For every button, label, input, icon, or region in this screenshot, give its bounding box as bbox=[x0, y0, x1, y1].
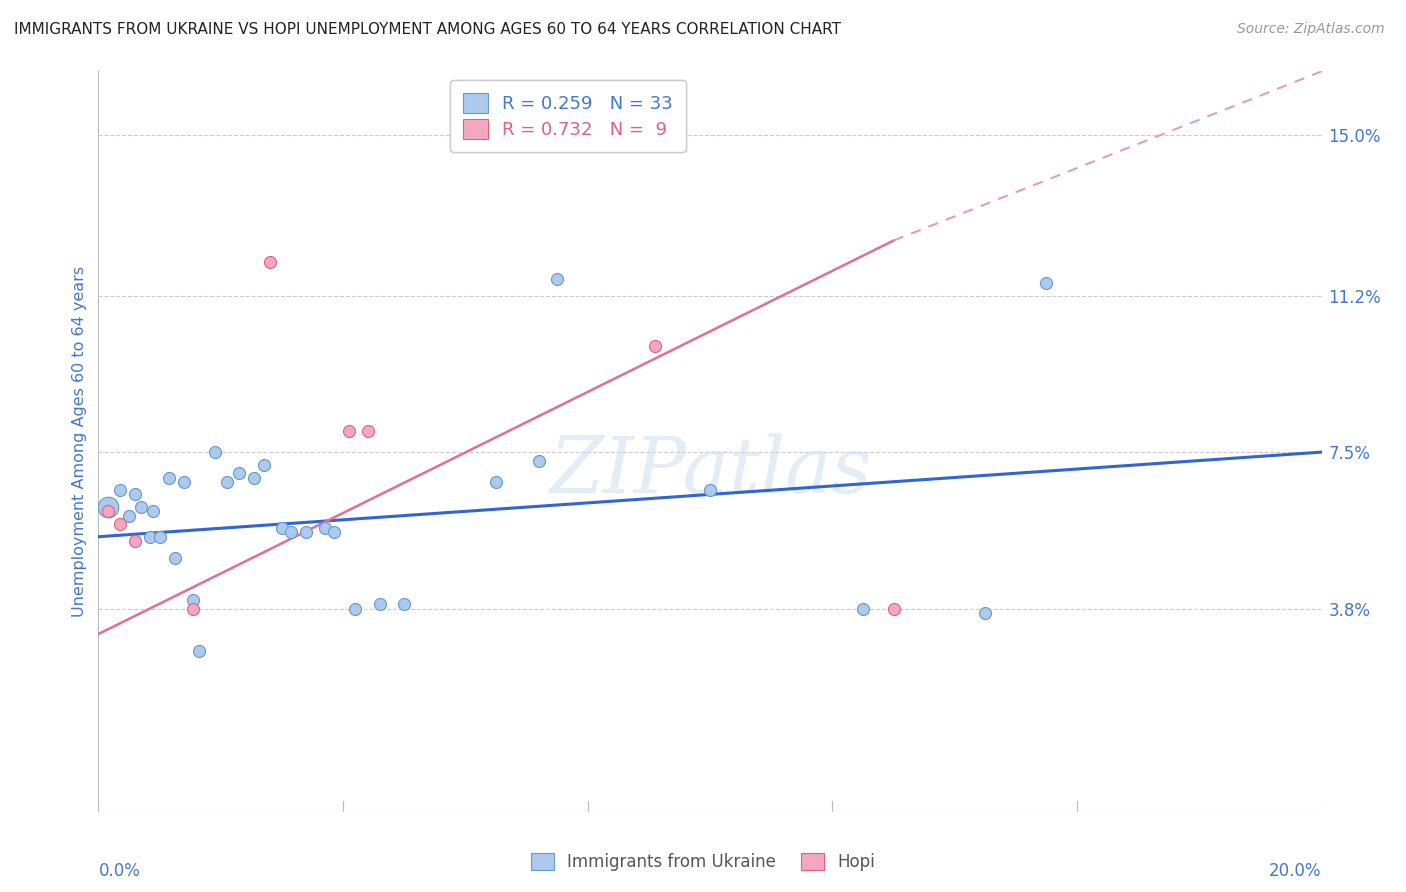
Legend: Immigrants from Ukraine, Hopi: Immigrants from Ukraine, Hopi bbox=[522, 845, 884, 880]
Point bbox=[644, 339, 666, 353]
Y-axis label: Unemployment Among Ages 60 to 64 years: Unemployment Among Ages 60 to 64 years bbox=[72, 266, 87, 617]
Point bbox=[139, 530, 162, 544]
Point bbox=[356, 424, 378, 438]
Point bbox=[295, 525, 318, 540]
Point bbox=[181, 593, 204, 607]
Point bbox=[314, 521, 336, 535]
Point bbox=[149, 530, 172, 544]
Point bbox=[252, 458, 274, 472]
Point bbox=[97, 500, 120, 515]
Point bbox=[108, 516, 131, 531]
Text: ZIPatlas: ZIPatlas bbox=[548, 433, 872, 509]
Point bbox=[204, 445, 226, 459]
Point bbox=[270, 521, 294, 535]
Point bbox=[188, 644, 211, 658]
Point bbox=[392, 598, 416, 612]
Text: Source: ZipAtlas.com: Source: ZipAtlas.com bbox=[1237, 22, 1385, 37]
Point bbox=[157, 470, 180, 484]
Point bbox=[228, 467, 250, 481]
Point bbox=[173, 475, 195, 489]
Point bbox=[344, 601, 367, 615]
Text: 20.0%: 20.0% bbox=[1270, 863, 1322, 880]
Point bbox=[129, 500, 152, 515]
Point bbox=[527, 453, 550, 467]
Point bbox=[243, 470, 266, 484]
Point bbox=[280, 525, 302, 540]
Text: IMMIGRANTS FROM UKRAINE VS HOPI UNEMPLOYMENT AMONG AGES 60 TO 64 YEARS CORRELATI: IMMIGRANTS FROM UKRAINE VS HOPI UNEMPLOY… bbox=[14, 22, 841, 37]
Point bbox=[852, 601, 875, 615]
Point bbox=[124, 533, 146, 548]
Point bbox=[485, 475, 508, 489]
Point bbox=[1035, 276, 1057, 290]
Point bbox=[546, 271, 568, 285]
Point bbox=[322, 525, 344, 540]
Legend: R = 0.259   N = 33, R = 0.732   N =  9: R = 0.259 N = 33, R = 0.732 N = 9 bbox=[450, 80, 686, 152]
Point bbox=[118, 508, 141, 523]
Point bbox=[108, 483, 131, 498]
Point bbox=[259, 254, 281, 268]
Point bbox=[337, 424, 360, 438]
Point bbox=[163, 550, 186, 565]
Point bbox=[142, 504, 165, 518]
Point bbox=[699, 483, 721, 498]
Point bbox=[124, 487, 146, 501]
Point bbox=[215, 475, 238, 489]
Text: 0.0%: 0.0% bbox=[98, 863, 141, 880]
Point bbox=[974, 606, 997, 620]
Point bbox=[97, 504, 120, 518]
Point bbox=[368, 598, 391, 612]
Point bbox=[883, 601, 905, 615]
Point bbox=[181, 601, 204, 615]
